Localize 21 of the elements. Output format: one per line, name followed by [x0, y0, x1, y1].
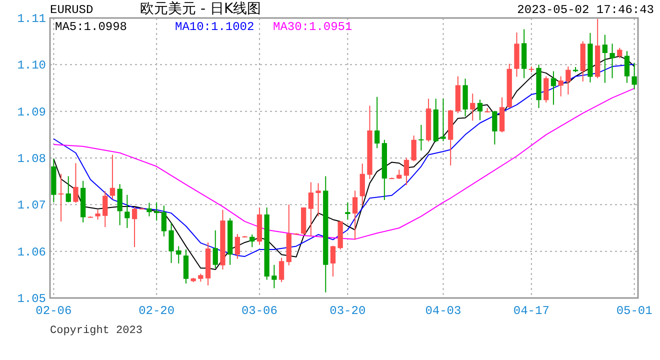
text: MA30:1.0951: [273, 20, 352, 34]
y-tick-label: 1.07: [17, 198, 46, 213]
text: MA5:1.0998: [55, 20, 128, 34]
y-tick-label: 1.10: [17, 58, 46, 73]
y-tick-label: 1.11: [17, 12, 46, 26]
text: Copyright 2023: [50, 325, 142, 337]
x-tick-label: 05-01: [616, 304, 652, 318]
y-tick-label: 1.06: [17, 245, 46, 260]
x-tick-label: 02-06: [36, 304, 72, 318]
text: EURUSD: [50, 3, 94, 17]
chart-title: 欧元美元 - 日K线图: [140, 1, 262, 17]
x-tick-label: 04-03: [425, 304, 462, 318]
x-tick-label: 03-06: [241, 304, 278, 318]
x-tick-label: 04-17: [513, 304, 550, 318]
y-tick-label: 1.09: [17, 105, 46, 120]
text: 2023-05-02 17:46:43: [517, 3, 654, 17]
x-tick-label: 02-20: [138, 304, 175, 318]
y-tick-label: 1.08: [17, 152, 46, 166]
y-tick-label: 1.05: [17, 292, 46, 306]
text: MA10:1.1002: [175, 20, 254, 34]
x-tick-label: 03-20: [330, 304, 366, 318]
